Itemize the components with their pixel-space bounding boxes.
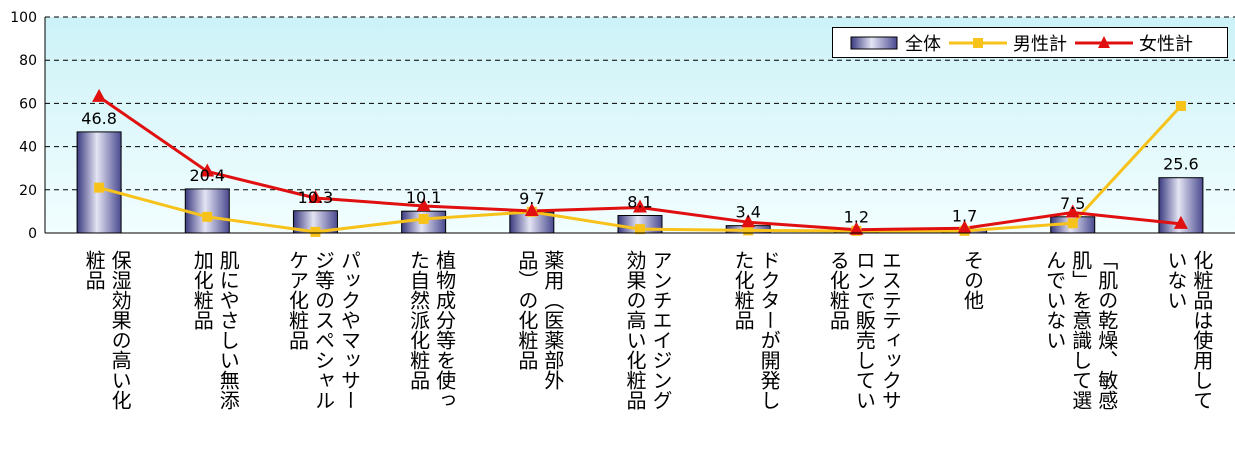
legend-item-all: 全体	[841, 30, 941, 56]
y-tick-label: 0	[28, 226, 37, 242]
data-label: 1.7	[952, 206, 977, 225]
legend-label-male: 男性計	[1013, 33, 1067, 55]
y-tick-label: 40	[19, 140, 37, 156]
data-label: 25.6	[1163, 155, 1199, 174]
data-label: 9.7	[519, 189, 544, 208]
line-marker	[94, 182, 105, 193]
category-label: パックやマッサー ジ等のスペシャル ケア化粧品	[285, 250, 362, 410]
line-marker	[1175, 100, 1186, 111]
category-label: エステティックサ ロンで販売してい る化粧品	[826, 250, 903, 410]
line-marker	[635, 224, 645, 235]
legend-bar-swatch	[850, 36, 898, 49]
line-marker	[418, 213, 429, 224]
category-label: 肌にやさしい無添 加化粧品	[190, 250, 241, 410]
line-marker	[741, 214, 756, 228]
data-label: 10.1	[406, 188, 442, 207]
y-tick-label: 80	[19, 53, 37, 69]
data-label: 3.4	[735, 203, 760, 222]
category-label: アンチエイジング 効果の高い化粧品	[623, 250, 673, 410]
line-marker	[308, 190, 323, 204]
legend-square-marker-icon	[949, 37, 1007, 48]
category-label: 薬用（医薬部外 品）の化粧品	[514, 250, 565, 390]
line-marker	[1173, 215, 1188, 229]
line-marker	[633, 199, 647, 213]
data-label: 1.2	[844, 207, 869, 226]
legend-triangle-marker-icon	[1075, 35, 1133, 48]
data-label: 20.4	[189, 166, 225, 185]
legend-label-female: 女性計	[1139, 33, 1193, 55]
data-label: 8.1	[627, 193, 652, 212]
category-label: 「肌の乾燥、敏感 肌」を意識して選 んでいない	[1042, 250, 1119, 410]
data-label: 46.8	[81, 109, 117, 128]
data-label: 10.3	[298, 188, 334, 207]
line-marker	[1067, 218, 1078, 229]
line-marker	[416, 198, 431, 211]
bar	[184, 188, 230, 234]
legend: 全体 男性計 女性計	[832, 27, 1228, 58]
category-label: 保湿効果の高い化 粧品	[82, 250, 133, 410]
line-marker	[524, 202, 539, 216]
line-marker	[310, 226, 321, 237]
legend-item-female: 女性計	[1075, 30, 1193, 56]
line-marker	[1065, 204, 1080, 218]
line-marker	[200, 163, 215, 177]
line-marker	[957, 220, 972, 234]
category-label: 化粧品は使用して いない	[1163, 250, 1214, 410]
line-marker	[849, 221, 864, 235]
legend-label-all: 全体	[905, 33, 941, 55]
line-marker	[743, 225, 754, 236]
category-label: 植物成分等を使っ た自然派化粧品	[406, 250, 457, 410]
line-marker	[202, 211, 213, 222]
y-tick-label: 100	[10, 10, 37, 26]
line-marker	[92, 88, 107, 102]
legend-item-male: 男性計	[949, 30, 1067, 56]
category-label: その他	[960, 250, 985, 310]
y-tick-label: 60	[19, 96, 37, 112]
category-label: ドクターが開発し た化粧品	[731, 250, 782, 410]
bar	[76, 131, 122, 234]
data-label: 7.5	[1060, 194, 1085, 213]
y-tick-label: 20	[19, 183, 37, 199]
